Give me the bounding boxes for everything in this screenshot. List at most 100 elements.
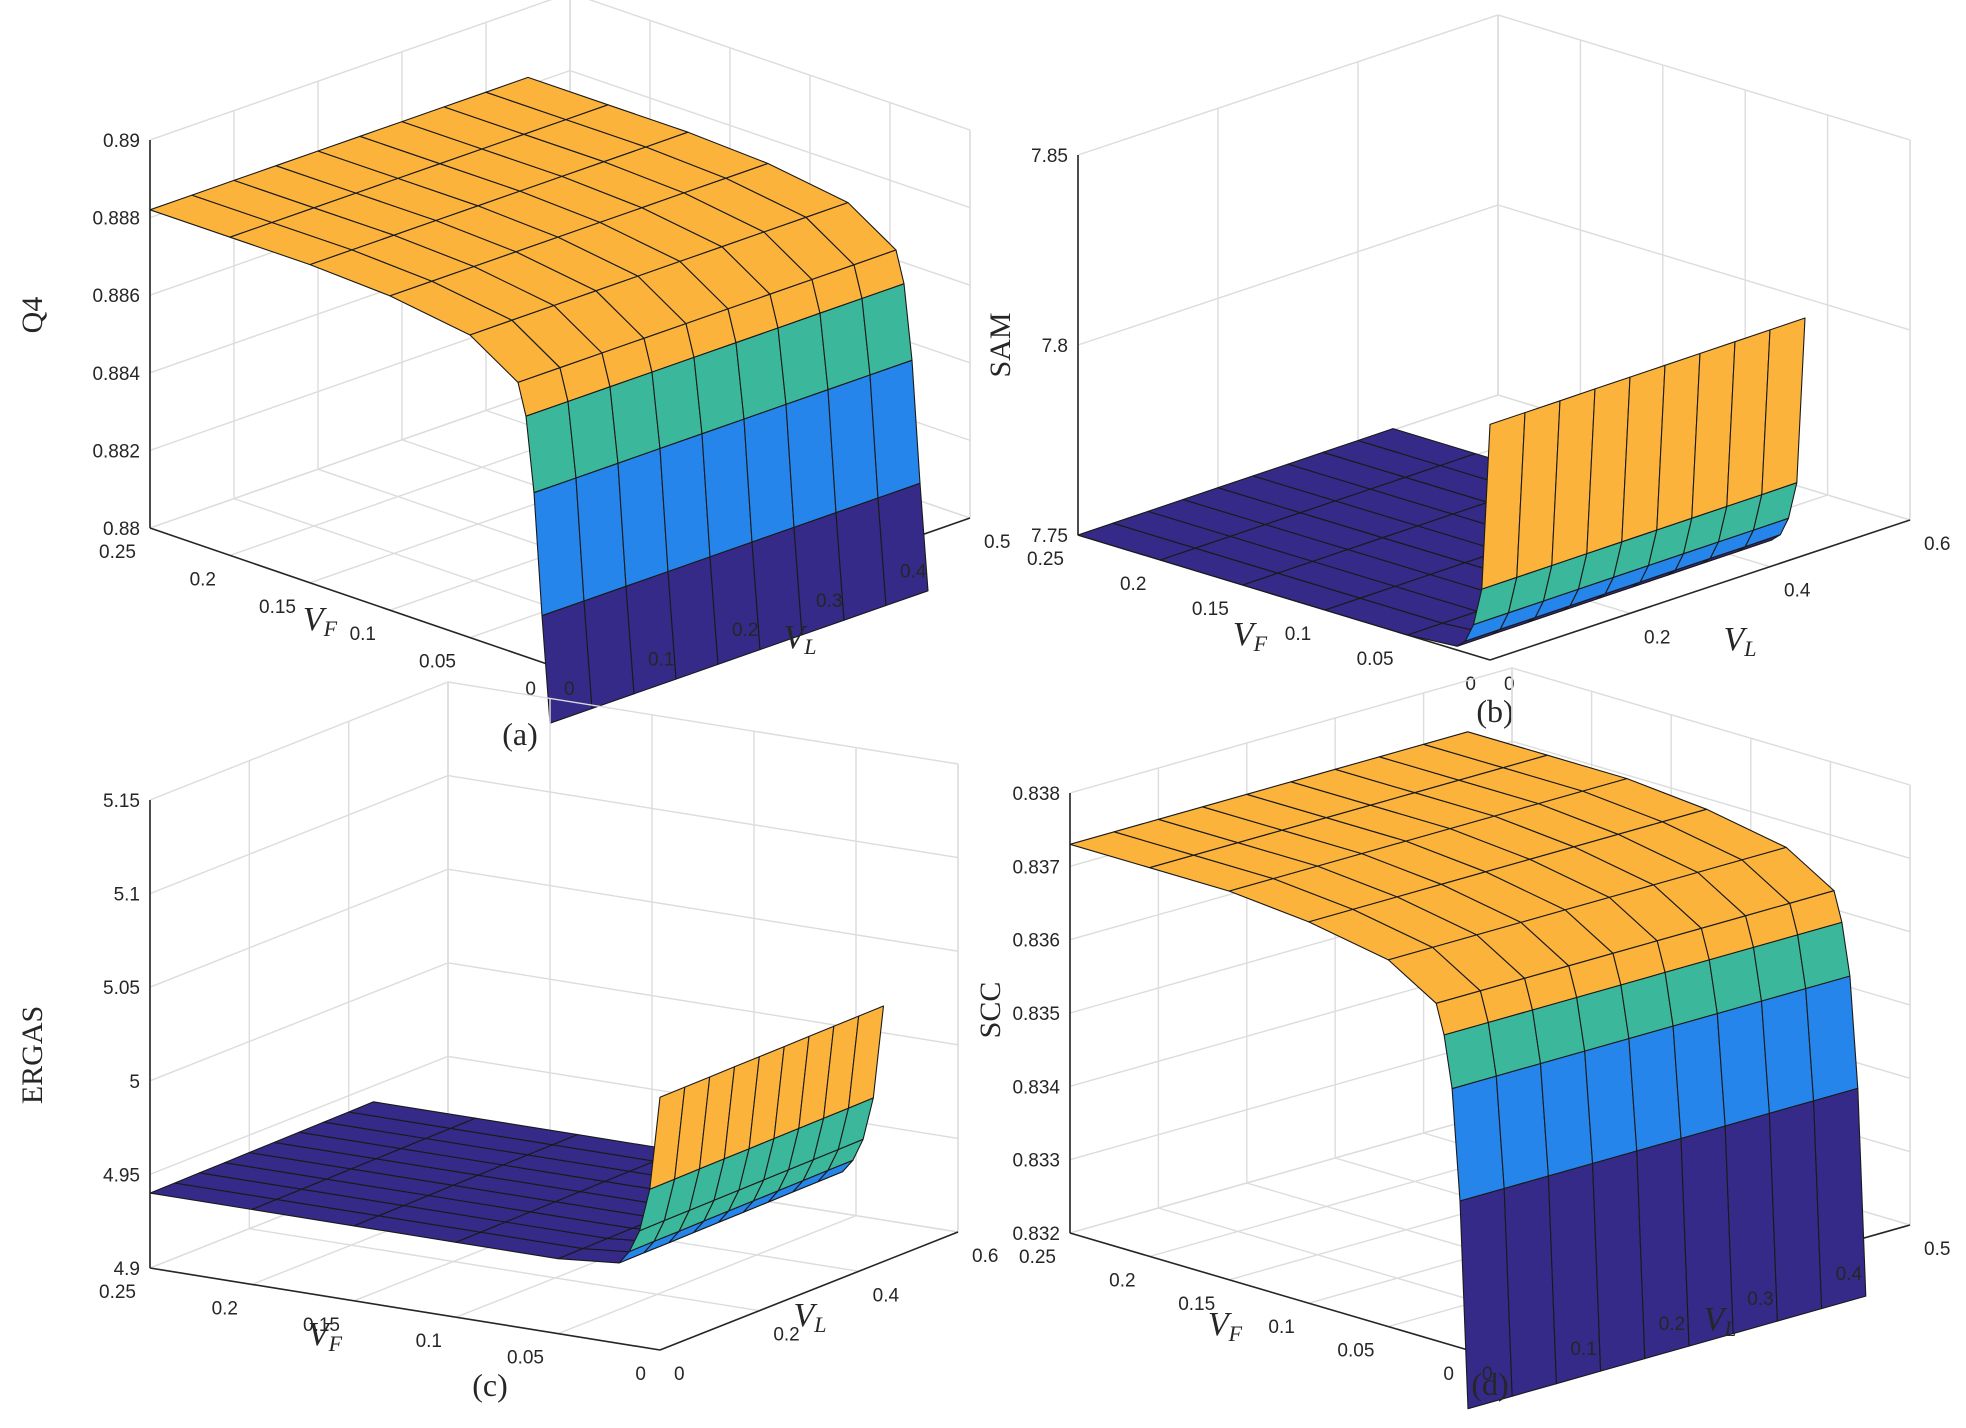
x-tick-label: 0 [525,679,536,700]
y-gridline [248,760,760,1312]
surface [149,76,929,724]
y-tick-label: 0 [1482,1364,1493,1385]
surface-cell [575,462,627,602]
z-tick-label: 0.89 [103,131,140,152]
surface-cell [861,283,913,376]
surface-cell [1592,1150,1646,1372]
z-tick-label: 5 [129,1072,140,1093]
z-tick-label: 0.836 [1012,931,1060,952]
x-tick-label: 0.15 [303,1315,340,1336]
surface-cell [869,359,921,499]
x-tick-label: 0 [635,1364,646,1385]
z-axis-title: ERGAS [16,1006,49,1104]
y-axis-line [659,1231,959,1351]
z-tick-label: 7.75 [1031,526,1068,547]
x-axis-line [149,527,551,666]
surface-cell [617,447,669,587]
x-tick-label: 0.05 [507,1348,544,1369]
surface-cell [735,327,787,420]
x-tick-label: 0.05 [419,652,456,673]
z-gridline [149,868,959,988]
tick-labels: 4.9 4.95 5 5.05 5.1 5.15 0.25 0.2 0.15 0.1 0.05 0 0 0… [99,791,998,1385]
z-tick-label: 0.835 [1012,1004,1060,1025]
x-tick-label: 0.1 [350,624,376,645]
z-tick-label: 4.9 [114,1259,140,1280]
x-tick-label: 0.2 [190,569,216,590]
x-axis-line [149,1267,661,1351]
surface-cell [1768,1100,1823,1322]
panel-a: 0.88 0.882 0.884 0.886 0.888 0.89 0.25 0.2 0.15 0… [16,0,1010,752]
y-axis-line [1489,519,1911,661]
surface-cell [693,342,745,435]
panel-b: 7.75 7.8 7.85 0.25 0.2 0.15 0.1 0.05 0 0 0.2 0.4 0.6… [984,14,1950,729]
surface [1077,317,1806,647]
z-gridline [149,681,959,801]
y-tick-label: 0.4 [900,561,927,582]
z-tick-label: 5.1 [114,885,140,906]
x-tick-label: 0 [1443,1364,1454,1385]
surface-cell [777,312,829,405]
z-tick-label: 5.15 [103,791,140,812]
surface-cell [1451,1075,1505,1202]
z-axis-title: SCC [974,982,1007,1039]
tick-labels: 0.832 0.833 0.834 0.835 0.836 0.837 0.838 0.25 0… [1012,784,1950,1385]
z-tick-label: 0.834 [1012,1077,1060,1098]
surface-cell [659,433,711,573]
surface-cell [1805,975,1859,1102]
surface-cell [847,1005,885,1109]
surface-cell [1539,1050,1594,1177]
surface-cell [1495,1063,1549,1190]
surface-cell [1716,1000,1770,1127]
x-tick-label: 0.05 [1357,649,1394,670]
y-tick-label: 0.1 [1570,1339,1596,1360]
y-tick-label: 0.4 [1836,1264,1863,1285]
z-tick-label: 0.888 [92,209,140,230]
surface-cell [1761,317,1806,496]
surface-cell [525,400,577,494]
surface-cell [819,297,871,391]
y-tick-label: 0.3 [1747,1289,1773,1310]
surface [149,1005,885,1264]
x-tick-label: 0.25 [1027,549,1064,570]
surface-cell [827,374,879,514]
x-tick-label: 0.2 [1109,1270,1135,1291]
surface-cell [651,356,703,450]
y-tick-label: 0.6 [972,1246,998,1267]
surface-cell [625,571,677,695]
panel-caption: (c) [472,1367,508,1403]
y-tick-label: 0.5 [1924,1239,1950,1260]
y-tick-label: 0 [564,679,575,700]
y-tick-label: 0 [674,1364,685,1385]
surface-cell [1628,1025,1682,1152]
x-axis-title: VF [1233,616,1268,656]
surface-cell [1672,1013,1726,1140]
z-axis-title: SAM [984,312,1017,377]
x-tick-label: 0.25 [99,1282,136,1303]
x-tick-label: 0.15 [1178,1294,1215,1315]
y-gridline [149,800,661,1351]
surface-cell [877,482,929,607]
panel-caption: (a) [502,716,538,752]
z-gridline [1077,14,1911,156]
y-tick-label: 0.2 [732,620,758,641]
y-tick-label: 0 [1504,674,1515,695]
surface-cell [743,403,795,543]
surface [1069,731,1867,1410]
y-tick-label: 0.2 [1644,627,1670,648]
y-gridline [1157,768,1557,1326]
y-tick-label: 0.6 [1924,534,1950,555]
surface-cell [583,585,635,710]
z-tick-label: 0.886 [92,286,140,307]
x-tick-label: 0.1 [416,1331,442,1352]
z-tick-label: 4.95 [103,1165,140,1186]
surface-cell [835,497,887,621]
surface-cell [567,386,619,479]
panel-caption: (d) [1471,1366,1508,1402]
z-gridline [149,0,971,141]
y-tick-label: 0.2 [1659,1314,1685,1335]
x-tick-label: 0.1 [1268,1317,1294,1338]
surface-cell [793,512,845,636]
surface-cell [533,477,585,617]
x-tick-label: 0.15 [259,597,296,618]
